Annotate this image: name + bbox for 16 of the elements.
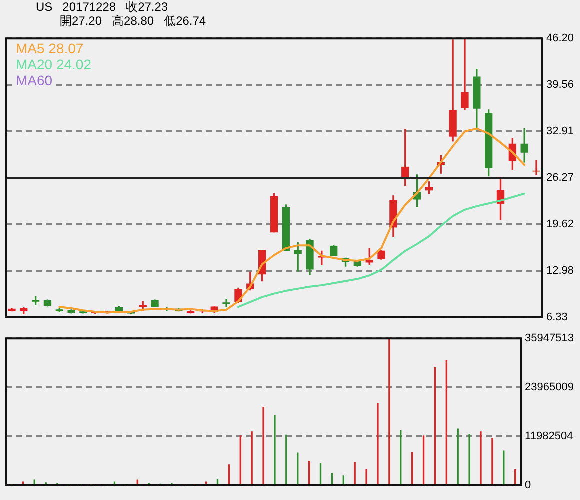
y-tick-label: 35947513 [525, 332, 574, 345]
y-tick-label: 39.56 [546, 79, 574, 92]
chart-subtitle: 開27.20 高28.80 低26.74 [59, 14, 208, 28]
y-tick-label: 32.91 [546, 126, 574, 138]
y-tick-label: 0 [525, 479, 532, 492]
y-tick-label: 11982504 [525, 430, 574, 442]
text: MA5 28.07 [16, 40, 84, 56]
y-tick-label: 26.27 [546, 172, 574, 184]
y-tick-label: 6.33 [546, 311, 568, 324]
legend-label: MA60 [16, 72, 53, 88]
y-tick-label: 19.62 [546, 218, 574, 230]
text: MA20 24.02 [16, 56, 92, 72]
y-tick-label: 12.98 [546, 264, 574, 277]
y-tick-label: 46.20 [546, 32, 574, 45]
chart-title: US 20171228 收27.23 [36, 0, 170, 14]
y-tick-label: 23965009 [525, 382, 574, 394]
